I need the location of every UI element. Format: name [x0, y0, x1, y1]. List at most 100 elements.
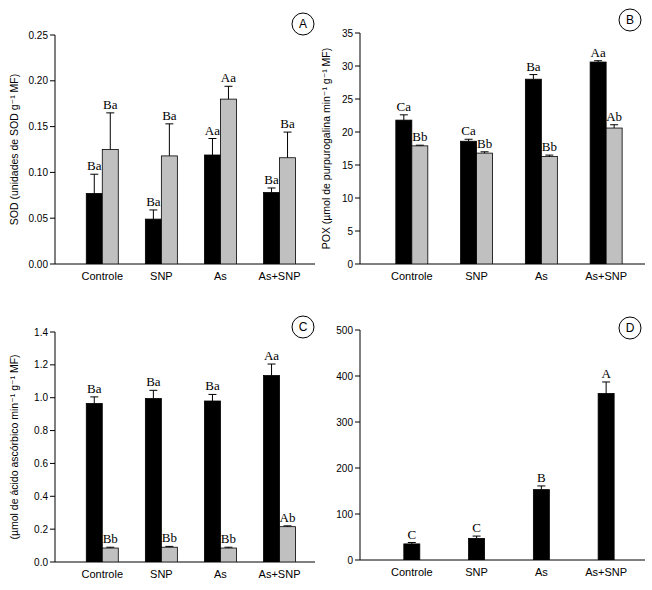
- significance-letter: Ab: [280, 510, 296, 525]
- bar: [461, 141, 477, 264]
- significance-letter: Ba: [280, 116, 295, 131]
- x-tick-label: SNP: [150, 270, 173, 282]
- panel-letter: C: [299, 320, 308, 334]
- panel: 0100200300400500ControleSNPAsAs+SNPCCBAD: [336, 317, 645, 578]
- error-bar: [473, 536, 481, 538]
- y-tick-label: 0.8: [34, 425, 48, 436]
- bar: [525, 79, 541, 264]
- bar: [220, 99, 236, 264]
- x-tick-label: As+SNP: [585, 566, 627, 578]
- significance-letter: Ba: [205, 378, 220, 393]
- error-bar: [400, 115, 408, 120]
- error-bar-cap: [537, 485, 545, 486]
- error-bar: [594, 61, 602, 62]
- significance-letter: Ba: [146, 374, 161, 389]
- error-bar-stem: [271, 364, 272, 376]
- y-tick-label: 0.6: [34, 458, 48, 469]
- x-tick-label: Controle: [391, 270, 433, 282]
- error-bar: [545, 155, 553, 156]
- y-tick: [50, 126, 55, 127]
- error-bar-cap: [545, 155, 553, 156]
- y-tick: [355, 560, 360, 561]
- bar: [396, 120, 412, 264]
- y-tick: [50, 264, 55, 265]
- bars: [86, 86, 295, 264]
- significance-letter: Ba: [87, 381, 102, 396]
- y-axis-label: SOD (unidades de SOD g⁻¹ MF): [8, 74, 20, 225]
- panel-letter: D: [626, 321, 635, 335]
- y-tick: [355, 165, 360, 166]
- y-tick: [50, 172, 55, 173]
- y-tick-label: 1.2: [34, 359, 48, 370]
- bar: [541, 156, 557, 264]
- x-tick-label: SNP: [465, 270, 488, 282]
- error-bar-stem: [287, 132, 288, 158]
- y-tick: [50, 364, 55, 365]
- x-tick-label: Controle: [391, 566, 433, 578]
- error-bar-cap: [481, 151, 489, 152]
- bar: [477, 153, 493, 264]
- y-axis: [55, 35, 56, 264]
- error-bar-stem: [541, 486, 542, 490]
- y-tick-label: 0.20: [29, 75, 49, 86]
- bar: [220, 548, 236, 562]
- error-bar-cap: [224, 547, 232, 548]
- bar: [469, 538, 485, 560]
- error-bar-cap: [268, 187, 276, 188]
- error-bar-stem: [169, 124, 170, 156]
- y-tick: [355, 132, 360, 133]
- panel-badge: [292, 316, 314, 338]
- error-bar: [268, 364, 276, 376]
- y-tick: [50, 430, 55, 431]
- bar: [102, 150, 118, 265]
- significance-letter: Bb: [103, 531, 118, 546]
- error-bar: [106, 113, 114, 150]
- y-tick: [355, 231, 360, 232]
- error-bar-stem: [533, 75, 534, 80]
- y-tick: [355, 264, 360, 265]
- bar: [404, 544, 420, 560]
- y-tick-label: 0.15: [29, 121, 49, 132]
- error-bar-cap: [208, 394, 216, 395]
- error-bar: [529, 75, 537, 80]
- bar: [145, 219, 161, 264]
- bar-letters: BaBaBaAaBbBbBbAb: [87, 348, 295, 546]
- error-bar: [284, 132, 292, 158]
- error-bar: [416, 145, 424, 147]
- bar: [280, 527, 296, 562]
- error-bar: [284, 525, 292, 527]
- y-tick: [355, 514, 360, 515]
- bar: [102, 548, 118, 562]
- error-bar-cap: [400, 114, 408, 115]
- significance-letter: C: [407, 527, 416, 542]
- y-tick: [355, 99, 360, 100]
- bar: [533, 490, 549, 560]
- y-tick: [50, 35, 55, 36]
- x-tick-label: As+SNP: [259, 568, 301, 580]
- error-bar-cap: [529, 74, 537, 75]
- significance-letter: B: [537, 470, 546, 485]
- panel: 0.000.050.100.150.200.25SOD (unidades de…: [8, 13, 315, 282]
- error-bar-cap: [165, 123, 173, 124]
- y-tick-label: 0: [347, 555, 353, 566]
- x-tick-label: As+SNP: [585, 270, 627, 282]
- error-bar-stem: [110, 113, 111, 150]
- significance-letter: Bb: [221, 531, 236, 546]
- significance-letter: C: [472, 520, 481, 535]
- bars: [86, 364, 295, 562]
- x-tick-label: Controle: [81, 568, 123, 580]
- bar: [204, 155, 220, 264]
- significance-letter: Ab: [606, 109, 622, 124]
- error-bar-cap: [268, 364, 276, 365]
- y-tick-label: 0.10: [29, 167, 49, 178]
- error-bar: [408, 543, 416, 544]
- panel-badge: [619, 317, 641, 339]
- significance-letter: Aa: [205, 123, 220, 138]
- error-bar-cap: [149, 390, 157, 391]
- y-tick-label: 15: [342, 160, 354, 171]
- x-tick-label: As: [214, 568, 227, 580]
- y-tick-label: 30: [342, 61, 354, 72]
- panel-badge: [292, 13, 314, 35]
- error-bar: [208, 139, 216, 155]
- error-bar: [268, 188, 276, 193]
